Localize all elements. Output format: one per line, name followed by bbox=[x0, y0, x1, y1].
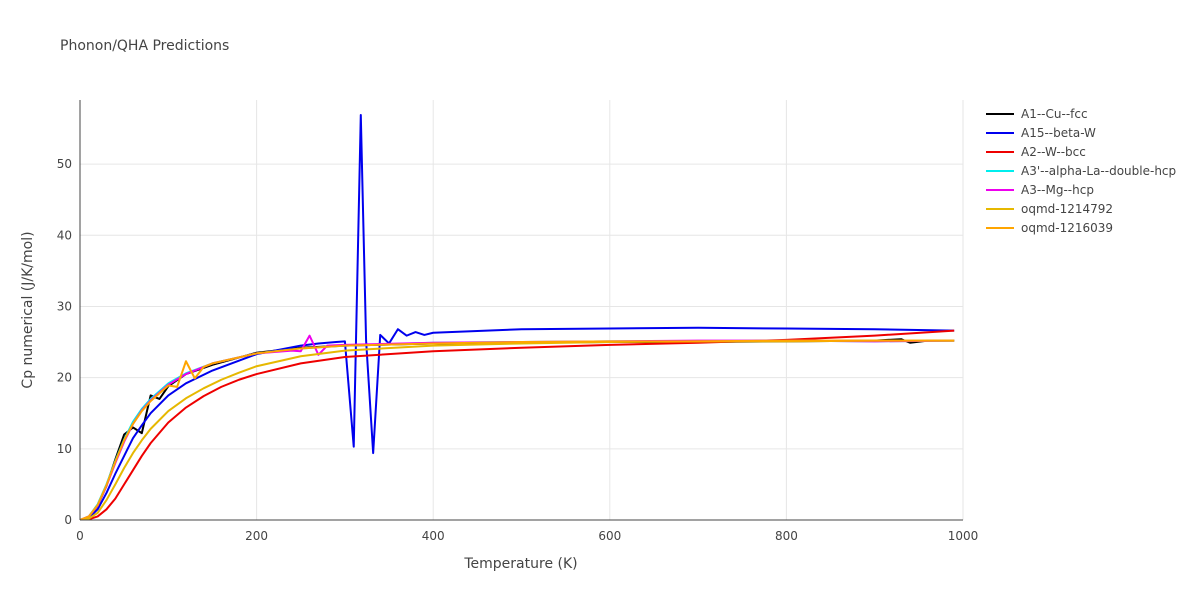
legend-label: A2--W--bcc bbox=[1021, 145, 1086, 159]
y-tick-label: 40 bbox=[57, 228, 72, 242]
y-ticks: 0 10 20 30 40 50 bbox=[57, 157, 72, 527]
legend-item-oqmd-1216039[interactable]: oqmd-1216039 bbox=[986, 221, 1113, 235]
x-tick-label: 200 bbox=[245, 529, 268, 543]
legend-item-a3-mg-hcp[interactable]: A3--Mg--hcp bbox=[986, 183, 1094, 197]
axes bbox=[79, 100, 963, 521]
x-ticks: 0 200 400 600 800 1000 bbox=[76, 529, 978, 543]
legend-label: A1--Cu--fcc bbox=[1021, 107, 1088, 121]
legend-label: oqmd-1216039 bbox=[1021, 221, 1113, 235]
legend-item-oqmd-1214792[interactable]: oqmd-1214792 bbox=[986, 202, 1113, 216]
legend-label: oqmd-1214792 bbox=[1021, 202, 1113, 216]
series-line-oqmd-1216039 bbox=[80, 339, 955, 520]
legend-item-a3-alpha-la-double-hcp[interactable]: A3'--alpha-La--double-hcp bbox=[986, 164, 1176, 178]
series-lines bbox=[80, 113, 955, 520]
x-tick-label: 600 bbox=[598, 529, 621, 543]
y-tick-label: 50 bbox=[57, 157, 72, 171]
x-tick-label: 800 bbox=[775, 529, 798, 543]
grid bbox=[80, 100, 964, 520]
series-line-a2-w-bcc bbox=[80, 329, 955, 520]
y-tick-label: 0 bbox=[64, 513, 72, 527]
legend-item-a2-w-bcc[interactable]: A2--W--bcc bbox=[986, 145, 1086, 159]
legend-label: A15--beta-W bbox=[1021, 126, 1096, 140]
x-tick-label: 400 bbox=[422, 529, 445, 543]
y-tick-label: 30 bbox=[57, 299, 72, 313]
legend-item-a15-beta-w[interactable]: A15--beta-W bbox=[986, 126, 1096, 140]
x-tick-label: 1000 bbox=[948, 529, 979, 543]
legend[interactable]: A1--Cu--fcc A15--beta-W A2--W--bcc A3'--alp… bbox=[986, 107, 1176, 235]
series-line-a3-alpha-la-double-hcp bbox=[80, 339, 955, 520]
legend-label: A3--Mg--hcp bbox=[1021, 183, 1094, 197]
y-tick-label: 20 bbox=[57, 371, 72, 385]
x-axis-label: Temperature (K) bbox=[463, 556, 577, 572]
y-axis-label: Cp numerical (J/K/mol) bbox=[20, 231, 36, 388]
x-tick-label: 0 bbox=[76, 529, 84, 543]
legend-item-a1-cu-fcc[interactable]: A1--Cu--fcc bbox=[986, 107, 1088, 121]
series-line-a1-cu-fcc bbox=[80, 338, 955, 520]
legend-label: A3'--alpha-La--double-hcp bbox=[1021, 164, 1176, 178]
series-line-oqmd-1214792 bbox=[80, 339, 955, 520]
y-tick-label: 10 bbox=[57, 442, 72, 456]
series-line-a15-beta-w bbox=[80, 113, 955, 520]
chart-title: Phonon/QHA Predictions bbox=[60, 38, 229, 54]
